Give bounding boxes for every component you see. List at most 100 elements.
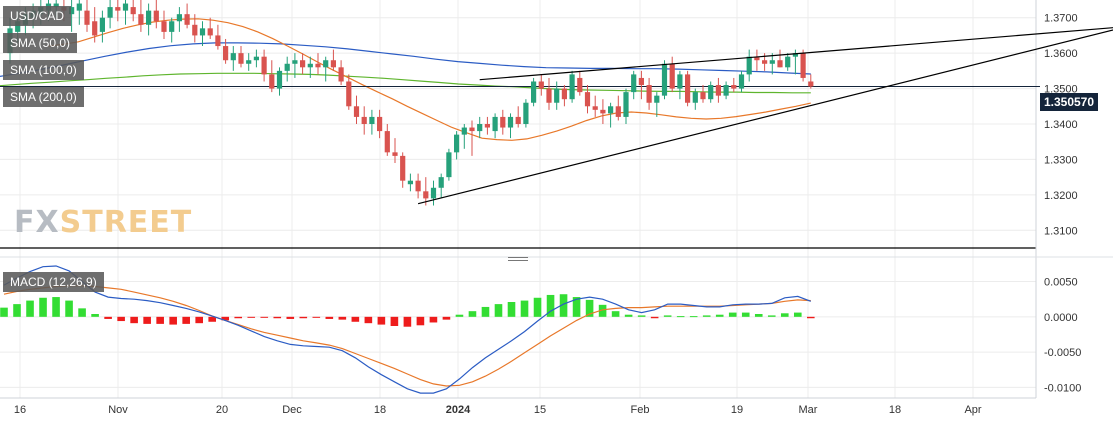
macd-histogram-bar (624, 314, 633, 317)
instrument-label: USD/CAD (3, 6, 72, 26)
macd-histogram-bar (273, 316, 282, 319)
macd-histogram-bar (104, 316, 112, 319)
candle-body (238, 53, 244, 64)
pane-resize-handle[interactable] (508, 257, 528, 263)
candle-body (292, 60, 298, 64)
macd-histogram-bar (780, 313, 789, 317)
macd-histogram-bar (585, 299, 594, 317)
candle-body (538, 81, 544, 89)
macd-histogram-bar (52, 297, 60, 317)
candle-body (169, 21, 175, 32)
macd-histogram-bar (546, 294, 555, 317)
x-tick-label: Mar (799, 404, 818, 416)
macd-histogram-bar (364, 316, 373, 324)
candle-body (176, 14, 182, 22)
macd-histogram-bar (221, 316, 230, 321)
candle-body (246, 60, 252, 64)
macd-histogram-bar (429, 316, 438, 323)
macd-histogram-bar (702, 315, 711, 317)
x-tick-label: 18 (374, 404, 386, 416)
trendline-2 (479, 27, 1113, 81)
macd-histogram-bar (767, 315, 776, 317)
candle-body (631, 74, 637, 93)
candle-body (569, 74, 575, 100)
candle-body (438, 177, 444, 188)
candle-body (146, 10, 152, 25)
x-tick-label: 18 (889, 404, 901, 416)
macd-histogram-bar (754, 314, 763, 317)
sma50-line (48, 18, 811, 141)
candle-body (207, 28, 213, 36)
candle-body (446, 152, 452, 178)
legend-sma100[interactable]: SMA (100,0) (3, 60, 84, 80)
candle-body (423, 191, 429, 199)
x-tick-label: 20 (216, 404, 228, 416)
candle-body (700, 92, 706, 100)
candle-body (777, 60, 783, 68)
macd-histogram-bar (39, 297, 47, 317)
macd-histogram-bar (507, 302, 516, 317)
candle-body (608, 106, 614, 114)
x-tick-label: 15 (534, 404, 546, 416)
candle-body (762, 60, 768, 64)
candle-body (600, 109, 606, 114)
candle-body (284, 63, 290, 71)
brand-fx: FX (14, 205, 60, 240)
candle-body (153, 10, 159, 22)
macd-histogram-bar (468, 311, 477, 317)
candle-body (731, 85, 737, 89)
candle-body (454, 134, 460, 153)
macd-histogram-bar (338, 316, 347, 320)
candle-body (507, 116, 514, 128)
candle-body (215, 35, 221, 47)
candle-body (184, 14, 190, 25)
price-y-tick-label: 1.3400 (1044, 119, 1078, 131)
legend-sma200[interactable]: SMA (200,0) (3, 87, 84, 107)
macd-pane-bg (0, 266, 1036, 398)
candle-body (469, 127, 475, 132)
macd-histogram-bar (0, 307, 8, 317)
candle-body (330, 60, 336, 68)
candle-body (592, 106, 598, 110)
candle-body (377, 116, 383, 132)
candle-body (323, 60, 329, 68)
signal-line (3, 285, 811, 387)
macd-histogram-bar (169, 316, 177, 325)
candle-body (161, 21, 167, 32)
legend-sma50[interactable]: SMA (50,0) (3, 33, 78, 53)
macd-histogram-bar (26, 300, 34, 317)
candle-body (738, 74, 745, 89)
candle-body (300, 60, 306, 68)
macd-y-tick-label: 0.0050 (1044, 277, 1078, 289)
price-y-tick-label: 1.3500 (1044, 84, 1078, 96)
candle-body (269, 74, 275, 89)
macd-histogram-bar (403, 316, 412, 327)
macd-histogram-bar (312, 316, 321, 318)
macd-histogram-bar (130, 316, 138, 324)
candle-body (792, 53, 798, 57)
macd-histogram-bar (13, 304, 21, 317)
legend-macd[interactable]: MACD (12,26,9) (3, 272, 104, 292)
candle-body (477, 124, 483, 132)
candle-body (369, 116, 375, 124)
candle-body (130, 7, 136, 15)
macd-histogram-bar (260, 316, 269, 318)
macd-histogram-bar (455, 314, 464, 317)
macd-histogram-bar (299, 316, 308, 319)
candle-body (669, 63, 675, 89)
candle-body (746, 56, 752, 75)
price-y-tick-label: 1.3200 (1044, 190, 1078, 202)
candle-body (708, 85, 714, 100)
candle-body (122, 3, 129, 11)
candle-body (392, 152, 398, 156)
macd-histogram-bar (715, 314, 724, 317)
macd-histogram-bar (325, 316, 334, 319)
macd-histogram-bar (728, 312, 737, 317)
candle-body (723, 85, 729, 96)
macd-histogram-bar (286, 316, 295, 319)
brand-logo: FXSTREET (14, 205, 192, 240)
candle-body (638, 77, 644, 86)
candle-body (430, 187, 437, 199)
